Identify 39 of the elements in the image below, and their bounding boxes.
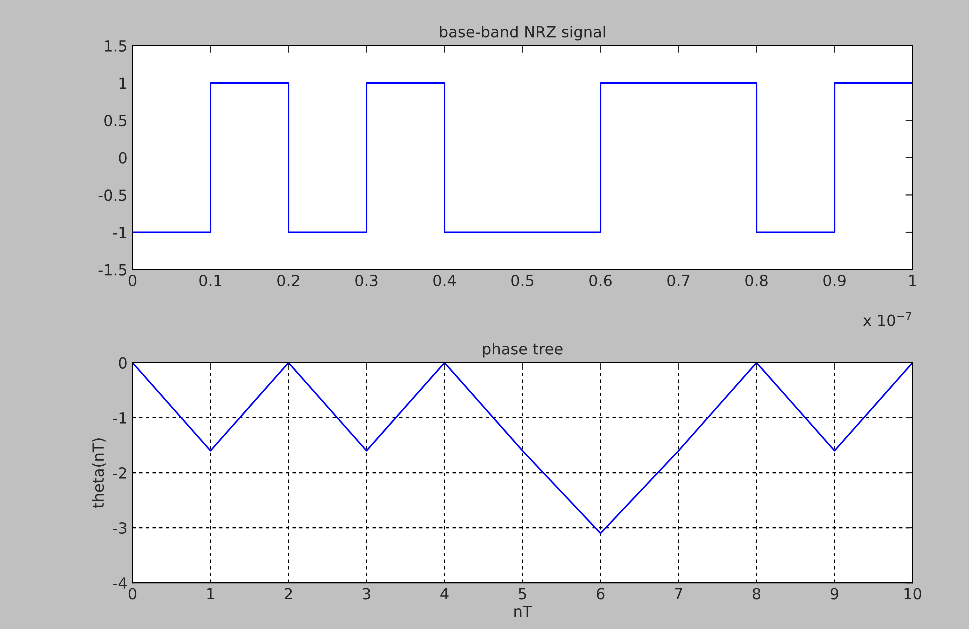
- y-tick-label: -2: [113, 467, 126, 479]
- x-tick-label: 0.4: [434, 274, 456, 287]
- x-tick-label: 5: [519, 588, 526, 600]
- y-tick-label: -0.5: [98, 190, 127, 202]
- x-tick-label: 0: [128, 274, 137, 287]
- x-tick-label: 1: [910, 275, 916, 286]
- y-tick-label: 0: [119, 152, 127, 164]
- text: x 10$^{−7}$: [863, 312, 912, 326]
- y-tick-label: -1: [113, 227, 126, 238]
- x-tick-label: 0.9: [824, 274, 846, 287]
- y-tick-label: -3: [113, 522, 127, 534]
- x-tick-label: 10: [904, 588, 922, 600]
- x-tick-label: 0.1: [200, 274, 222, 287]
- y-tick-label: -1: [113, 412, 126, 424]
- x-tick-label: 0: [128, 588, 137, 600]
- y-tick-label: 0: [119, 357, 127, 369]
- chart-title: phase tree: [483, 342, 563, 358]
- x-tick-label: 0.6: [590, 274, 612, 287]
- x-tick-label: 0.2: [278, 274, 300, 287]
- x-tick-label: 3: [363, 588, 370, 600]
- x-tick-label: 4: [440, 588, 449, 600]
- x-tick-label: 9: [830, 588, 839, 600]
- y-axis-title: theta(nT): [92, 438, 106, 508]
- y-tick-label: 1: [120, 78, 126, 90]
- x-tick-label: 6: [596, 588, 605, 600]
- x-tick-label: 2: [285, 588, 292, 600]
- x-tick-label: 0.7: [668, 274, 690, 287]
- y-tick-label: -4: [113, 578, 128, 589]
- x-tick-label: 0.3: [356, 274, 378, 287]
- y-tick-label: 1.5: [105, 40, 127, 52]
- y-tick-label: 0.5: [104, 115, 127, 127]
- chart-title: base-band NRZ signal: [440, 26, 606, 41]
- x-tick-label: 0.5: [512, 274, 534, 287]
- x-tick-label: 7: [675, 588, 682, 600]
- y-tick-label: -1.5: [98, 264, 127, 276]
- x-tick-label: 1: [208, 588, 214, 600]
- x-tick-label: 8: [752, 588, 761, 600]
- x-axis-title: nT: [514, 606, 532, 618]
- x-tick-label: 0.8: [746, 274, 768, 287]
